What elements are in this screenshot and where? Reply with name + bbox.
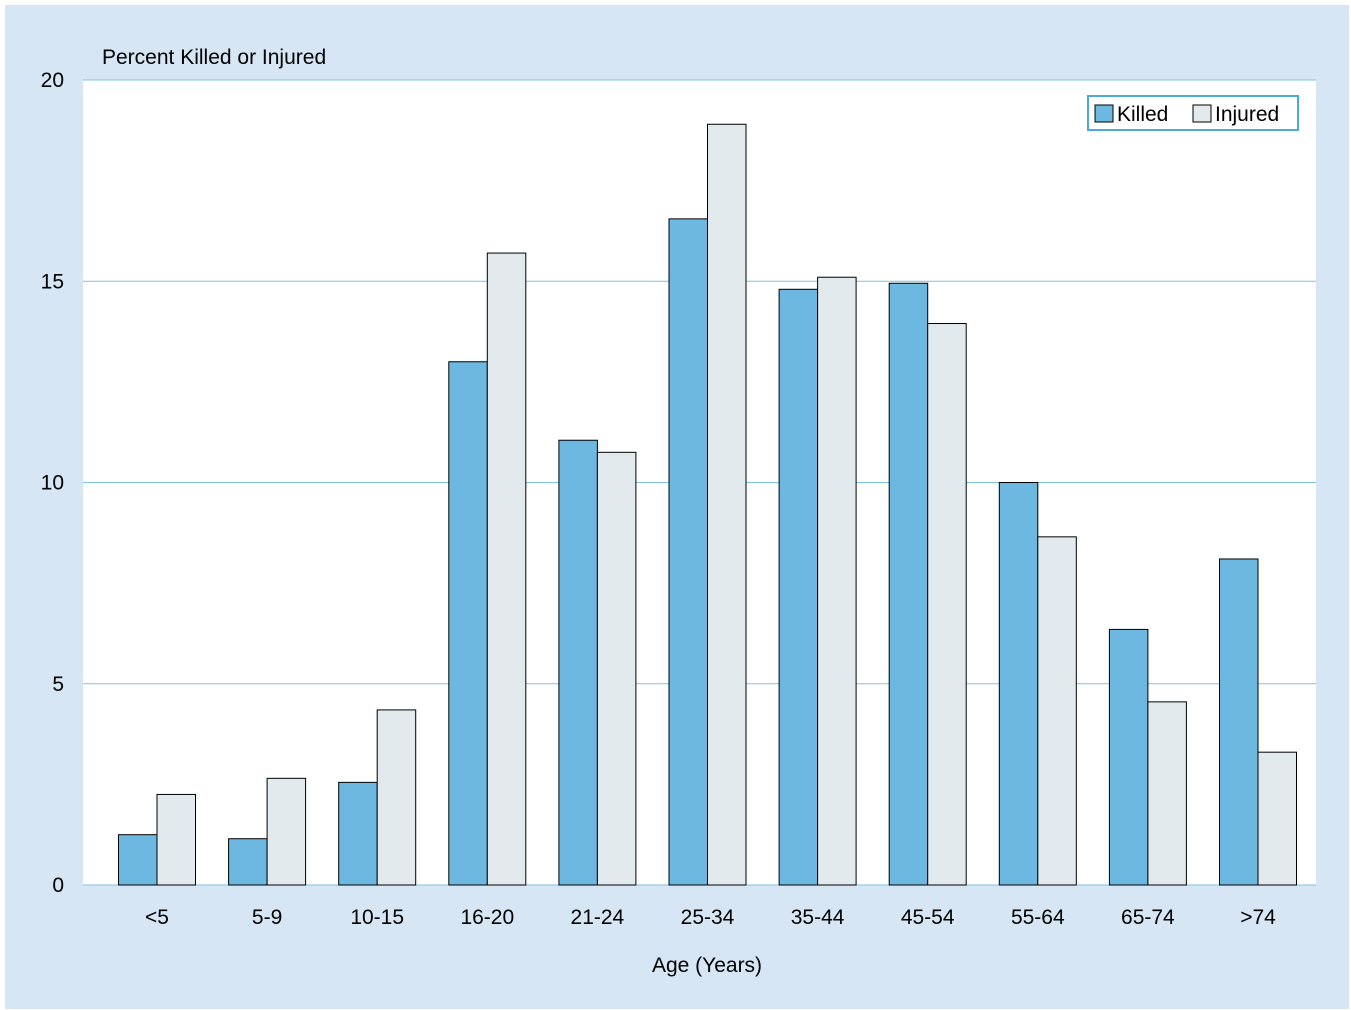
bar-injured-8 [928, 324, 967, 885]
bar-killed-6 [669, 219, 708, 885]
bar-injured-9 [1038, 537, 1077, 885]
bar-injured-10 [1148, 702, 1187, 885]
y-tick-label: 20 [41, 69, 64, 92]
legend-label-injured: Injured [1215, 103, 1279, 126]
legend-swatch-killed [1095, 105, 1113, 122]
legend: Killed Injured [1088, 96, 1298, 130]
bar-killed-1 [119, 835, 158, 885]
bar-injured-1 [157, 794, 196, 885]
bar-killed-8 [889, 283, 928, 885]
y-tick-label: 0 [52, 874, 64, 897]
y-tick-label: 10 [41, 472, 64, 495]
y-tick-label: 5 [52, 673, 64, 696]
y-axis-ticks: 0 5 10 15 20 [41, 69, 64, 897]
bar-injured-3 [377, 710, 416, 885]
x-tick-label: 65-74 [1121, 906, 1175, 929]
bar-injured-5 [597, 452, 636, 885]
bar-killed-4 [449, 362, 488, 885]
bar-injured-11 [1258, 752, 1297, 885]
y-tick-label: 15 [41, 270, 64, 293]
y-axis-title: Percent Killed or Injured [102, 46, 326, 69]
bar-killed-7 [779, 289, 818, 885]
x-tick-label: 25-34 [681, 906, 735, 929]
bar-injured-2 [267, 778, 306, 885]
bar-killed-5 [559, 440, 598, 885]
bar-injured-4 [487, 253, 526, 885]
x-tick-label: <5 [145, 906, 169, 929]
x-tick-label: 5-9 [252, 906, 282, 929]
bar-injured-7 [818, 277, 857, 885]
bar-killed-3 [339, 782, 378, 885]
x-tick-label: >74 [1240, 906, 1276, 929]
x-tick-label: 16-20 [460, 906, 514, 929]
bar-killed-11 [1220, 559, 1259, 885]
x-axis-title: Age (Years) [652, 954, 762, 977]
bar-killed-2 [229, 839, 268, 885]
legend-label-killed: Killed [1117, 103, 1168, 126]
x-tick-label: 55-64 [1011, 906, 1065, 929]
x-tick-label: 10-15 [350, 906, 404, 929]
bar-killed-9 [999, 483, 1038, 886]
x-tick-label: 45-54 [901, 906, 955, 929]
x-axis-ticks: <5 5-9 10-15 16-20 21-24 25-34 35-44 45-54 55-64… [145, 906, 1276, 929]
bar-injured-6 [708, 124, 747, 885]
bar-killed-10 [1109, 629, 1148, 885]
x-tick-label: 35-44 [791, 906, 845, 929]
x-tick-label: 21-24 [571, 906, 625, 929]
legend-swatch-injured [1193, 105, 1211, 122]
